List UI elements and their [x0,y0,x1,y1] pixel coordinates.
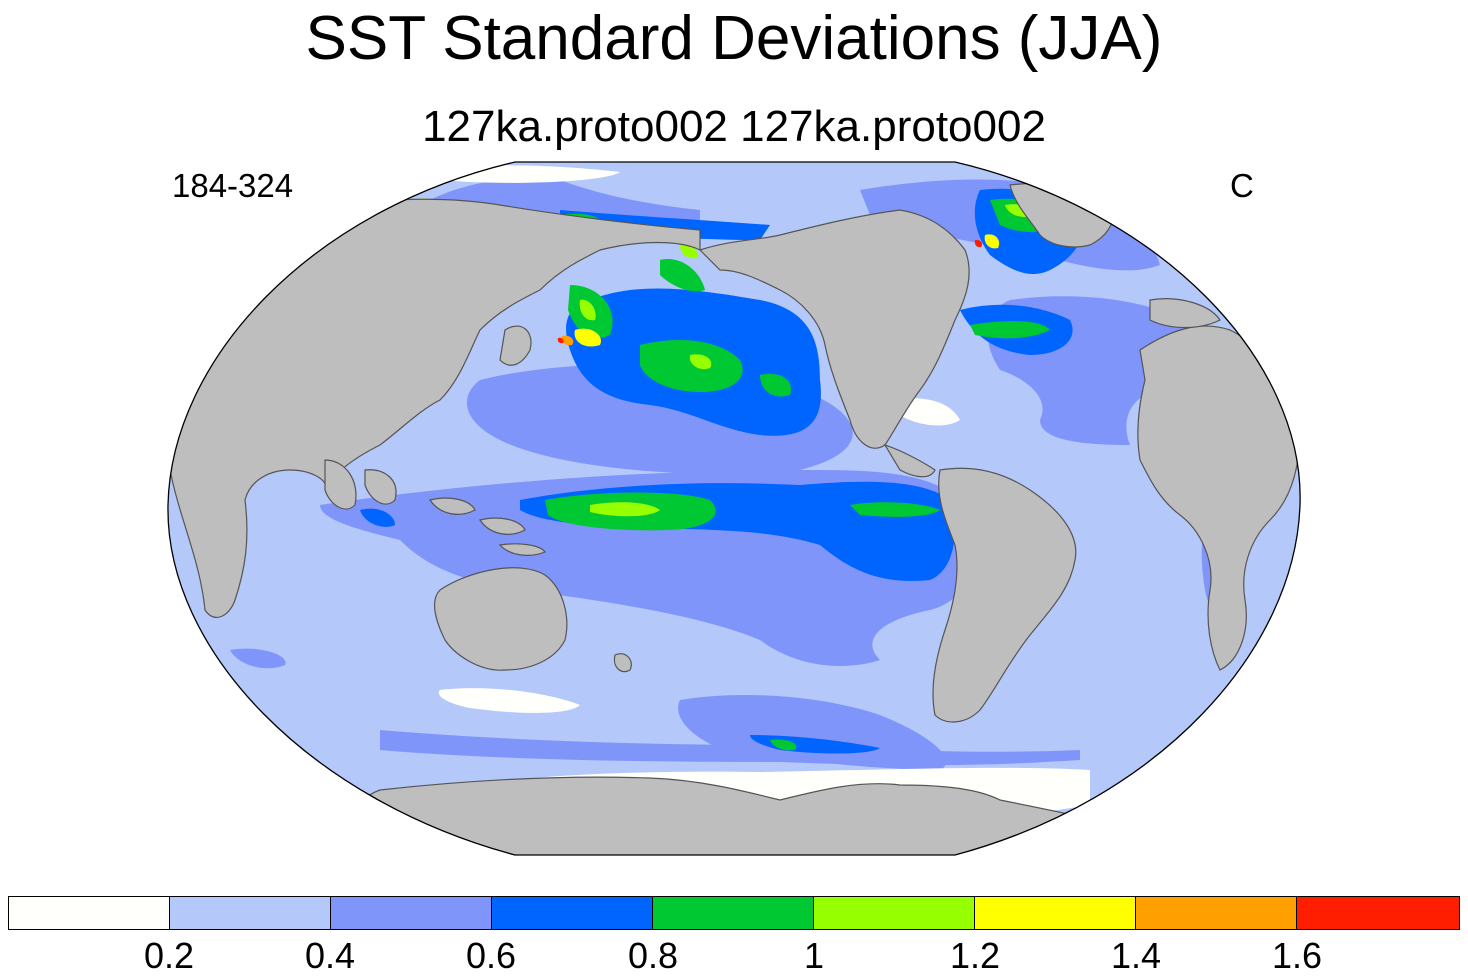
chart-title: SST Standard Deviations (JJA) [305,4,1163,73]
colorbar-box-3 [491,896,653,930]
colorbar-label: 1.6 [1271,935,1323,976]
land [167,182,1301,855]
world-map [167,161,1301,856]
colorbar-box-8 [1296,896,1460,930]
colorbar-box-0 [8,896,170,930]
colorbar-label: 1.2 [949,935,1001,976]
colorbar-box-7 [1135,896,1297,930]
colorbar-label: 0.6 [465,935,517,976]
map-field [167,162,1301,855]
colorbar-label: 1.4 [1110,935,1162,976]
colorbar-box-2 [330,896,492,930]
colorbar-box-6 [974,896,1136,930]
colorbar-box-1 [169,896,331,930]
colorbar-label: 1 [803,935,825,976]
colorbar-label: 0.2 [143,935,195,976]
chart-subtitle: 127ka.proto002 127ka.proto002 [422,102,1046,151]
colorbar-box-4 [652,896,814,930]
units-label: C [1230,167,1254,204]
colorbar-box-5 [813,896,975,930]
map-outline [167,161,1301,856]
time-range-label: 184-324 [172,167,294,204]
colorbar [8,896,1460,930]
colorbar-label: 0.8 [627,935,679,976]
colorbar-label: 0.4 [304,935,356,976]
